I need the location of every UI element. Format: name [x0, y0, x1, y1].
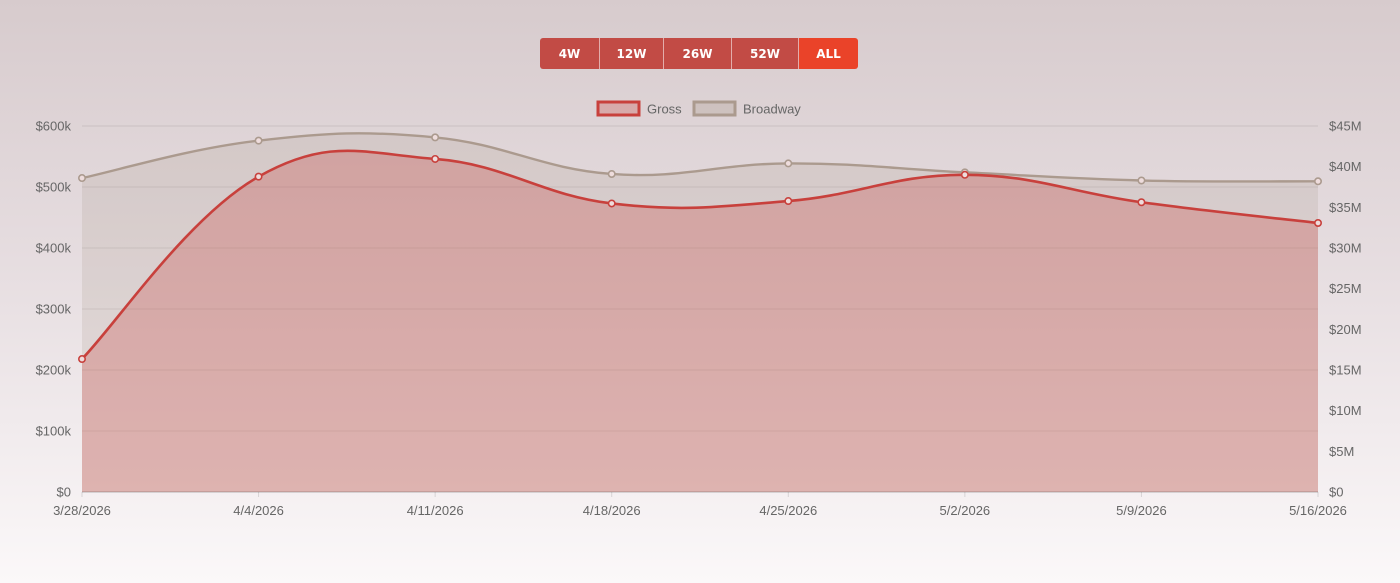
point-gross[interactable]	[1314, 218, 1323, 227]
y-left-tick-label: $500k	[36, 180, 72, 195]
range-selector: 4W 12W 26W 52W ALL	[540, 38, 858, 69]
x-tick-label: 4/18/2026	[583, 503, 641, 518]
x-tick-label: 4/11/2026	[407, 503, 464, 518]
point-broadway[interactable]	[784, 159, 793, 168]
grid	[82, 125, 1318, 493]
y-right-tick-label: $45M	[1329, 119, 1362, 134]
point-broadway[interactable]	[1137, 176, 1146, 185]
legend-label-broadway[interactable]: Broadway	[743, 102, 801, 117]
y-right-tick-label: $15M	[1329, 363, 1362, 378]
x-tick-label: 3/28/2026	[53, 503, 111, 518]
legend-swatch-broadway[interactable]	[692, 100, 737, 117]
point-broadway[interactable]	[254, 136, 263, 145]
x-tick-label: 5/9/2026	[1116, 503, 1167, 518]
area-broadway	[82, 133, 1318, 493]
legend-label-gross[interactable]: Gross	[647, 102, 682, 117]
y-right-tick-label: $35M	[1329, 200, 1362, 215]
point-gross[interactable]	[78, 355, 87, 364]
point-gross[interactable]	[607, 199, 616, 208]
x-tick-label: 4/25/2026	[759, 503, 817, 518]
point-gross[interactable]	[254, 172, 263, 181]
y-left-tick-label: $100k	[36, 424, 72, 439]
y-right-tick-label: $0	[1329, 485, 1343, 500]
area-gross	[82, 150, 1318, 492]
x-tick-label: 4/4/2026	[233, 503, 284, 518]
legend-swatch-gross[interactable]	[596, 100, 641, 117]
y-right-tick-label: $5M	[1329, 444, 1354, 459]
x-tick-label: 5/2/2026	[940, 503, 991, 518]
y-left-tick-label: $0	[57, 485, 71, 500]
point-broadway[interactable]	[78, 174, 87, 183]
point-broadway[interactable]	[431, 133, 440, 142]
point-broadway[interactable]	[1314, 177, 1323, 186]
range-all-button[interactable]: ALL	[799, 38, 858, 69]
point-gross[interactable]	[1137, 198, 1146, 207]
series-areas	[82, 133, 1318, 493]
range-26w-button[interactable]: 26W	[664, 38, 732, 69]
range-4w-button[interactable]: 4W	[540, 38, 600, 69]
y-left-tick-label: $200k	[36, 363, 72, 378]
series-points	[78, 133, 1323, 364]
y-right-tick-label: $40M	[1329, 159, 1362, 174]
y-left-tick-label: $300k	[36, 302, 72, 317]
point-gross[interactable]	[784, 197, 793, 206]
legend: Gross Broadway	[596, 100, 801, 117]
x-tick-label: 5/16/2026	[1289, 503, 1347, 518]
y-right-tick-label: $10M	[1329, 403, 1362, 418]
range-12w-button[interactable]: 12W	[600, 38, 664, 69]
point-broadway[interactable]	[607, 169, 616, 178]
line-broadway	[81, 132, 1319, 183]
point-gross[interactable]	[431, 154, 440, 163]
y-right-tick-label: $25M	[1329, 281, 1362, 296]
y-right-tick-label: $20M	[1329, 322, 1362, 337]
y-right-tick-label: $30M	[1329, 241, 1362, 256]
y-left-tick-label: $600k	[36, 119, 72, 134]
range-52w-button[interactable]: 52W	[732, 38, 799, 69]
axes: $0 $100k $200k $300k $400k $500k $600k $0 $5M $10…	[36, 119, 1362, 519]
y-left-tick-label: $400k	[36, 241, 72, 256]
point-gross[interactable]	[960, 170, 969, 179]
